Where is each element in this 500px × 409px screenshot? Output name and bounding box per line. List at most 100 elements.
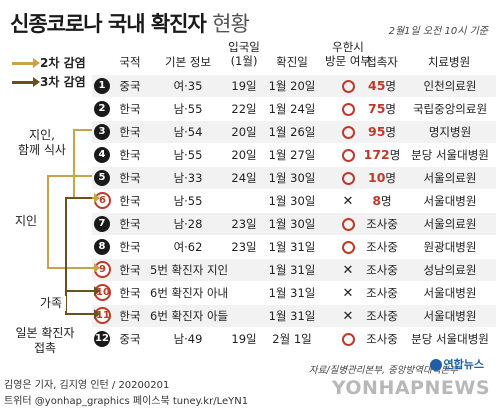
label-japan-contact: 일본 확진자 접촉 — [0, 326, 90, 356]
cell-wuhan-visit — [318, 144, 378, 166]
table-row: 11 한국 6번 확진자 아들 1월 31일 ✕ 조사중 서울대병원 — [92, 305, 496, 327]
cell-hospital: 서울대병원 — [423, 194, 477, 208]
table-row: 12 중국 남·49 19일 2월 1일 조사중 분당 서울대병원 — [92, 328, 496, 350]
cell-contacts: 조사중 — [360, 259, 404, 281]
cell-entry-date: 23일 — [231, 240, 257, 254]
cell-contacts: 75명 — [360, 98, 404, 120]
title-main: 신종코로나 국내 확진자 — [10, 12, 207, 36]
header-wuhan: 우한시 방문 여부 — [318, 40, 378, 68]
cell-confirm-date: 1월 31일 — [268, 286, 316, 300]
connector-6-10 — [65, 197, 94, 315]
cell-basic-info: 여·35 — [173, 79, 203, 93]
contacts-count: 172 — [363, 147, 390, 162]
cell-confirm-date: 1월 31일 — [268, 240, 316, 254]
header-entry: 입국일 (1월) — [220, 40, 268, 68]
case-number-badge: 12 — [94, 331, 110, 347]
cell-basic-info: 남·33 — [173, 171, 203, 185]
cell-wuhan-visit — [318, 167, 378, 189]
social-links[interactable]: 트위터 @yonhap_graphics 페이스북 tuney.kr/LeYN1 — [4, 396, 249, 407]
cross-icon: ✕ — [342, 309, 354, 324]
label-japan-line1: 일본 확진자 — [15, 326, 75, 340]
contacts-unit: 조사중 — [366, 240, 398, 254]
cell-wuhan-visit: ✕ — [318, 259, 378, 281]
connector-5-9 — [47, 175, 94, 269]
cell-nationality: 한국 — [119, 148, 141, 162]
header-contacts: 접촉자 — [366, 55, 398, 69]
cell-wuhan-visit: ✕ — [318, 190, 378, 212]
contacts-unit: 조사중 — [366, 263, 398, 277]
watermark-logo: 연합뉴스 — [429, 356, 484, 372]
case-number-badge: 4 — [94, 147, 110, 163]
cell-basic-info: 5번 확진자 지인 — [150, 263, 229, 277]
cell-basic-info: 여·62 — [173, 240, 203, 254]
contacts-unit: 명 — [385, 102, 396, 116]
legend-secondary-label: 2차 감염 — [40, 56, 86, 70]
cell-contacts: 10명 — [360, 167, 404, 189]
label-acquaintance-meal-line1: 지인, — [29, 128, 55, 142]
cell-hospital: 명지병원 — [428, 125, 472, 139]
header-confirm: 확진일 — [276, 55, 308, 69]
cell-confirm-date: 1월 24일 — [268, 102, 316, 116]
cross-icon: ✕ — [342, 263, 354, 278]
cell-hospital: 원광대병원 — [423, 240, 477, 254]
cell-wuhan-visit: ✕ — [318, 282, 378, 304]
contacts-unit: 명 — [385, 125, 396, 139]
header-basic: 기본 정보 — [165, 55, 211, 69]
arrow-icon — [12, 58, 40, 68]
cell-wuhan-visit — [318, 213, 378, 235]
cell-confirm-date: 2월 1일 — [272, 332, 312, 346]
cell-basic-info: 남·28 — [173, 217, 203, 231]
cell-contacts: 조사중 — [360, 305, 404, 327]
contacts-count: 10 — [368, 170, 386, 185]
cell-nationality: 한국 — [119, 286, 141, 300]
cell-hospital: 분당 서울대병원 — [411, 148, 489, 162]
cell-hospital: 인천의료원 — [423, 79, 477, 93]
table-row: 4 한국 남·55 20일 1월 27일 172명 분당 서울대병원 — [92, 144, 496, 166]
circle-icon — [341, 241, 355, 254]
watermark: YONHAPNEWS — [331, 377, 490, 399]
cell-entry-date: 23일 — [231, 217, 257, 231]
cell-confirm-date: 1월 31일 — [268, 309, 316, 323]
label-family: 가족 — [36, 296, 66, 311]
cell-nationality: 한국 — [119, 125, 141, 139]
header-entry-line1: 입국일 — [228, 40, 260, 54]
title-suffix: 현황 — [212, 12, 250, 36]
cell-nationality: 한국 — [119, 217, 141, 231]
cell-confirm-date: 1월 20일 — [268, 79, 316, 93]
cell-wuhan-visit — [318, 75, 378, 97]
circle-icon — [341, 218, 355, 231]
cell-entry-date: 22일 — [231, 102, 257, 116]
contacts-count: 75 — [368, 101, 386, 116]
legend-tertiary-label: 3차 감염 — [40, 75, 86, 89]
cross-icon: ✕ — [342, 286, 354, 301]
cell-entry-date: 19일 — [231, 332, 257, 346]
cell-confirm-date: 1월 30일 — [268, 171, 316, 185]
cell-contacts: 8명 — [360, 190, 404, 212]
cell-wuhan-visit — [318, 121, 378, 143]
cell-nationality: 한국 — [119, 194, 141, 208]
page-title: 신종코로나 국내 확진자 현황 — [10, 8, 250, 38]
cell-confirm-date: 1월 26일 — [268, 125, 316, 139]
cell-nationality: 중국 — [119, 332, 141, 346]
cell-contacts: 조사중 — [360, 236, 404, 258]
case-number-badge: 5 — [94, 170, 110, 186]
cell-basic-info: 남·55 — [173, 102, 203, 116]
date-label: 2월1일 오전 10시 기준 — [388, 26, 488, 37]
cell-nationality: 중국 — [119, 79, 141, 93]
header-wuhan-line1: 우한시 — [332, 40, 364, 54]
case-number-badge: 8 — [94, 239, 110, 255]
cell-hospital: 서울대병원 — [423, 286, 477, 300]
contacts-count: 8 — [372, 193, 382, 208]
cell-wuhan-visit — [318, 236, 378, 258]
cell-nationality: 한국 — [119, 263, 141, 277]
credits: 김영은 기자, 김지영 인턴 / 20200201 — [4, 380, 170, 391]
cell-entry-date: 24일 — [231, 171, 257, 185]
cross-icon: ✕ — [342, 194, 354, 209]
header-wuhan-line2: 방문 여부 — [325, 54, 371, 68]
contacts-unit: 조사중 — [366, 286, 398, 300]
label-acquaintance: 지인 — [14, 214, 38, 228]
cell-confirm-date: 1월 30일 — [268, 217, 316, 231]
cell-contacts: 조사중 — [360, 282, 404, 304]
cell-confirm-date: 1월 30일 — [268, 194, 316, 208]
